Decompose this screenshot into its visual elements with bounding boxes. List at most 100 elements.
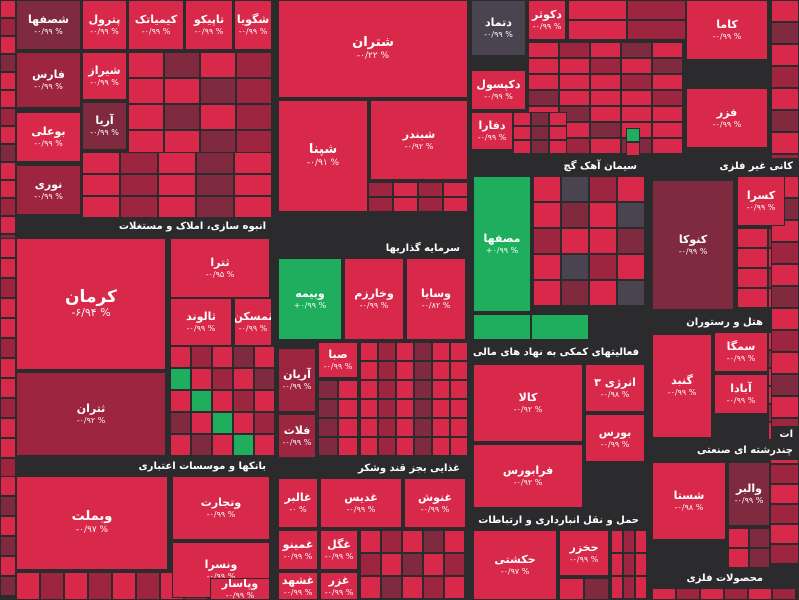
filler-tile[interactable]	[164, 104, 200, 130]
filler-tile[interactable]	[549, 112, 567, 126]
sector-label[interactable]: انبوه سازی، املاک و مستغلات	[16, 218, 272, 236]
filler-tile[interactable]	[414, 361, 432, 380]
filler-tile[interactable]	[549, 126, 567, 140]
filler-tile[interactable]	[611, 576, 623, 599]
filler-tile[interactable]	[450, 418, 468, 437]
filler-tile[interactable]	[191, 390, 212, 412]
filler-tile[interactable]	[236, 130, 272, 156]
stock-tile[interactable]: شستا -۰/۹۸ %	[652, 462, 726, 540]
stock-tile[interactable]: وسایا -۰/۸۲ %	[406, 258, 466, 340]
filler-tile[interactable]	[170, 390, 191, 412]
stock-tile[interactable]: غشهد -۰/۹۹ %	[278, 572, 318, 600]
filler-tile[interactable]	[318, 399, 338, 418]
stock-tile[interactable]: بوعلی -۰/۹۹ %	[16, 112, 81, 162]
filler-tile[interactable]	[396, 418, 414, 437]
filler-tile[interactable]	[234, 196, 272, 218]
filler-tile[interactable]	[0, 54, 16, 72]
filler-tile[interactable]	[423, 553, 444, 576]
filler-tile[interactable]	[623, 530, 635, 553]
stock-tile[interactable]: والبر -۰/۹۹ %	[728, 462, 770, 526]
filler-tile[interactable]	[82, 152, 120, 174]
filler-tile[interactable]	[749, 548, 770, 568]
stock-tile[interactable]: وپاسار -۰/۹۹ %	[210, 578, 270, 600]
stock-tile[interactable]: ثترا -۰/۹۵ %	[170, 238, 270, 298]
filler-tile[interactable]	[234, 174, 272, 196]
filler-tile[interactable]	[191, 368, 212, 390]
filler-tile[interactable]	[617, 280, 645, 306]
filler-tile[interactable]	[212, 390, 233, 412]
filler-tile[interactable]	[128, 104, 164, 130]
filler-tile[interactable]	[621, 74, 652, 90]
filler-tile[interactable]	[621, 58, 652, 74]
filler-tile[interactable]	[120, 174, 158, 196]
filler-tile[interactable]	[233, 434, 254, 456]
sector-label[interactable]: سرمایه گذاریها	[278, 240, 466, 258]
stock-tile[interactable]: غزر -۰/۹۹ %	[320, 572, 358, 600]
filler-tile[interactable]	[0, 180, 16, 198]
filler-tile[interactable]	[0, 556, 16, 576]
stock-tile[interactable]: مصفها +۰/۹۹ %	[473, 176, 531, 312]
filler-tile[interactable]	[627, 0, 686, 20]
filler-tile[interactable]	[170, 368, 191, 390]
filler-tile[interactable]	[748, 588, 772, 600]
filler-tile[interactable]	[254, 368, 275, 390]
filler-tile[interactable]	[40, 572, 64, 600]
filler-tile[interactable]	[0, 0, 16, 18]
filler-tile[interactable]	[136, 572, 160, 600]
stock-tile[interactable]: کسرا -۰/۹۹ %	[737, 176, 785, 226]
filler-tile[interactable]	[531, 112, 549, 126]
filler-tile[interactable]	[0, 418, 16, 438]
filler-tile[interactable]	[0, 398, 16, 418]
filler-tile[interactable]	[170, 434, 191, 456]
filler-tile[interactable]	[236, 78, 272, 104]
filler-tile[interactable]	[559, 42, 590, 58]
filler-tile[interactable]	[212, 412, 233, 434]
filler-tile[interactable]	[432, 361, 450, 380]
filler-tile[interactable]	[378, 437, 396, 456]
filler-tile[interactable]	[368, 197, 393, 212]
filler-tile[interactable]	[414, 437, 432, 456]
stock-tile[interactable]: دکپسول -۰/۹۹ %	[471, 70, 526, 110]
stock-tile[interactable]: حکشتی -۰/۹۷ %	[473, 530, 557, 600]
filler-tile[interactable]	[568, 20, 627, 40]
filler-tile[interactable]	[770, 484, 799, 504]
filler-tile[interactable]	[623, 576, 635, 599]
filler-tile[interactable]	[528, 42, 559, 58]
filler-tile[interactable]	[549, 140, 567, 154]
stock-tile[interactable]: غالبر -۰ %	[278, 478, 318, 528]
stock-tile[interactable]: غگل -۰/۹۹ %	[320, 530, 358, 570]
filler-tile[interactable]	[432, 399, 450, 418]
filler-tile[interactable]	[0, 108, 16, 126]
stock-tile[interactable]: بورس -۰/۹۹ %	[585, 414, 645, 462]
filler-tile[interactable]	[0, 358, 16, 378]
filler-tile[interactable]	[737, 228, 768, 248]
stock-tile[interactable]: غنوش -۰/۹۹ %	[404, 478, 466, 528]
filler-tile[interactable]	[432, 437, 450, 456]
filler-tile[interactable]	[443, 182, 468, 197]
sector-label[interactable]: محصولات فلزی	[652, 570, 769, 588]
filler-tile[interactable]	[444, 576, 465, 599]
filler-tile[interactable]	[623, 553, 635, 576]
filler-tile[interactable]	[236, 52, 272, 78]
filler-tile[interactable]	[559, 90, 590, 106]
filler-tile[interactable]	[196, 196, 234, 218]
sector-label[interactable]: بانکها و موسسات اعتباری	[16, 458, 272, 476]
filler-tile[interactable]	[0, 458, 16, 478]
sector-label[interactable]: ات	[771, 426, 799, 444]
filler-tile[interactable]	[234, 152, 272, 174]
filler-tile[interactable]	[0, 144, 16, 162]
filler-tile[interactable]	[196, 174, 234, 196]
filler-tile[interactable]	[652, 42, 683, 58]
filler-tile[interactable]	[128, 130, 164, 156]
filler-tile[interactable]	[513, 112, 531, 126]
filler-tile[interactable]	[82, 174, 120, 196]
filler-tile[interactable]	[771, 396, 799, 418]
filler-tile[interactable]	[381, 576, 402, 599]
filler-tile[interactable]	[584, 578, 609, 600]
filler-tile[interactable]	[88, 572, 112, 600]
filler-tile[interactable]	[568, 0, 627, 20]
filler-tile[interactable]	[378, 342, 396, 361]
filler-tile[interactable]	[128, 78, 164, 104]
filler-tile[interactable]	[236, 104, 272, 130]
filler-tile[interactable]	[513, 126, 531, 140]
